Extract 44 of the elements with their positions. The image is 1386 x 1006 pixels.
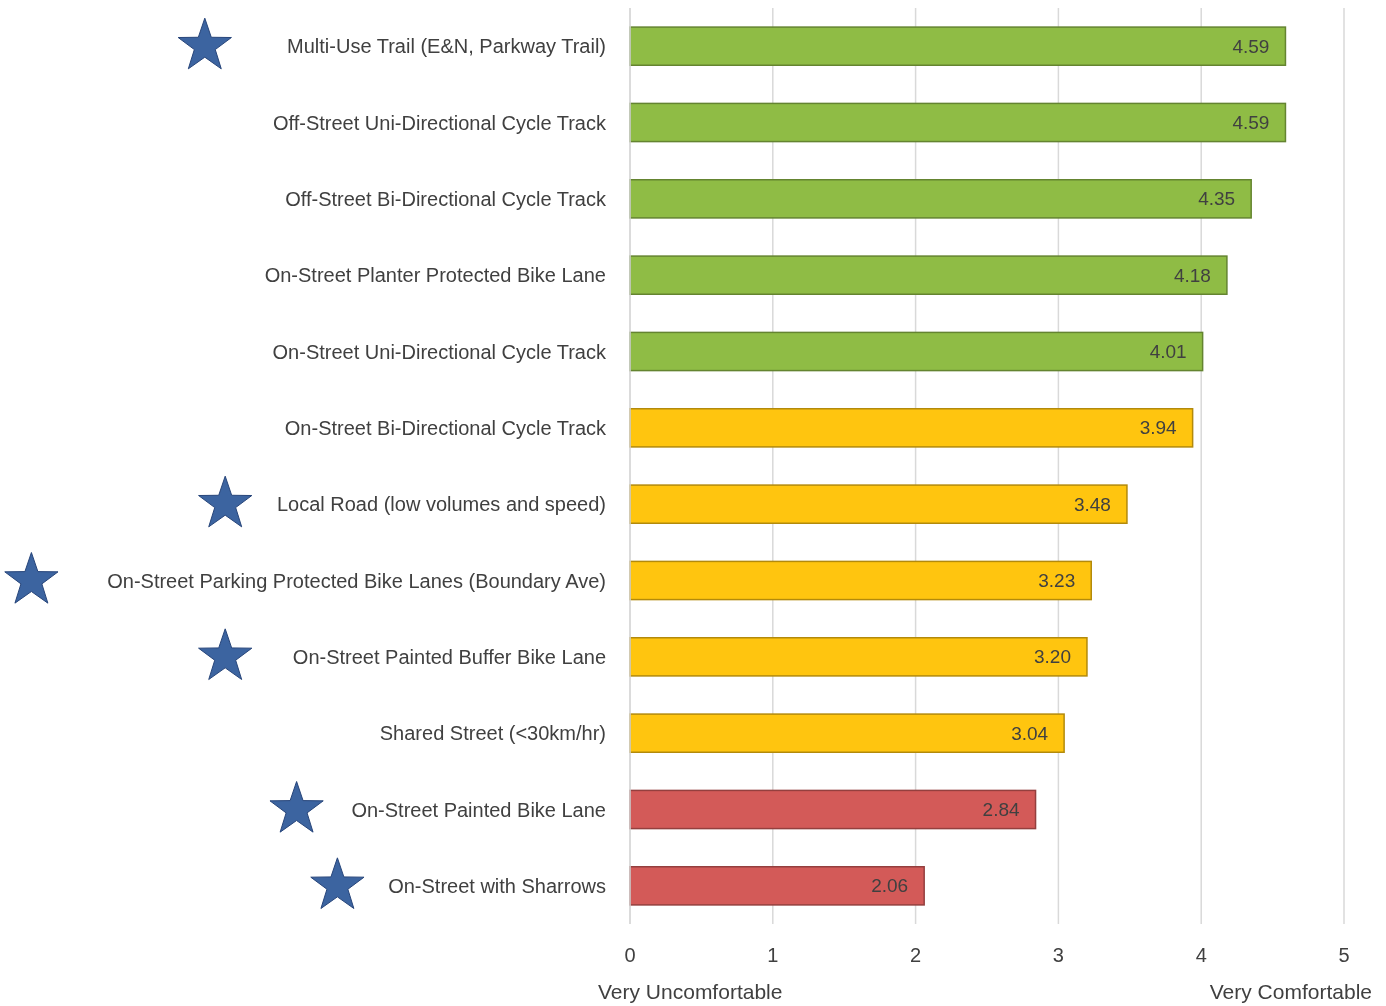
bar: [629, 484, 1128, 524]
data-label: 4.59: [1232, 112, 1270, 134]
data-label: 4.59: [1232, 35, 1270, 57]
bar: [629, 713, 1065, 753]
x-tick-label: 0: [624, 944, 636, 966]
y-tick-label: On-Street Parking Protected Bike Lanes (Boundary Ave): [107, 569, 606, 592]
data-label: 4.35: [1198, 188, 1236, 210]
y-tick-label: Off-Street Uni-Directional Cycle Track: [272, 111, 607, 134]
bar: [629, 408, 1194, 448]
y-tick-label: On-Street Planter Protected Bike Lane: [264, 264, 606, 287]
x-tick-label: 1: [767, 944, 779, 966]
data-label: 3.04: [1011, 722, 1049, 744]
bar: [629, 102, 1287, 143]
data-label: 3.20: [1033, 646, 1071, 668]
x-tick-label: 2: [910, 944, 922, 966]
data-label: 3.23: [1038, 570, 1076, 592]
text: Very Uncomfortable: [598, 980, 783, 1004]
bar: [629, 866, 925, 906]
data-label: 2.06: [871, 875, 909, 897]
y-tick-label: On-Street Painted Bike Lane: [351, 798, 606, 821]
y-tick-label: Shared Street (<30km/hr): [379, 722, 606, 745]
data-label: 4.01: [1149, 341, 1187, 363]
bar: [629, 789, 1037, 830]
y-tick-label: On-Street Painted Buffer Bike Lane: [292, 645, 606, 668]
x-tick-label: 3: [1052, 944, 1064, 966]
y-tick-label: Off-Street Bi-Directional Cycle Track: [285, 187, 607, 210]
y-tick-label: On-Street Bi-Directional Cycle Track: [284, 416, 607, 439]
y-tick-label: On-Street with Sharrows: [388, 874, 606, 897]
bar: [629, 179, 1252, 219]
bar: [629, 331, 1204, 372]
y-tick-label: Local Road (low volumes and speed): [276, 493, 606, 516]
y-tick-label: Multi-Use Trail (E&N, Parkway Trail): [287, 35, 606, 58]
bar: [629, 637, 1088, 677]
bar: [629, 26, 1287, 66]
bar: [629, 255, 1228, 295]
x-tick-label: 4: [1195, 944, 1207, 966]
y-tick-label: On-Street Uni-Directional Cycle Track: [272, 340, 607, 363]
data-label: 4.18: [1173, 264, 1211, 286]
data-label: 3.48: [1073, 493, 1111, 515]
bar: [629, 560, 1092, 601]
text: Very Comfortable: [1209, 980, 1372, 1004]
x-tick-label: 5: [1338, 944, 1350, 966]
data-label: 3.94: [1139, 417, 1178, 439]
data-label: 2.84: [982, 799, 1020, 821]
